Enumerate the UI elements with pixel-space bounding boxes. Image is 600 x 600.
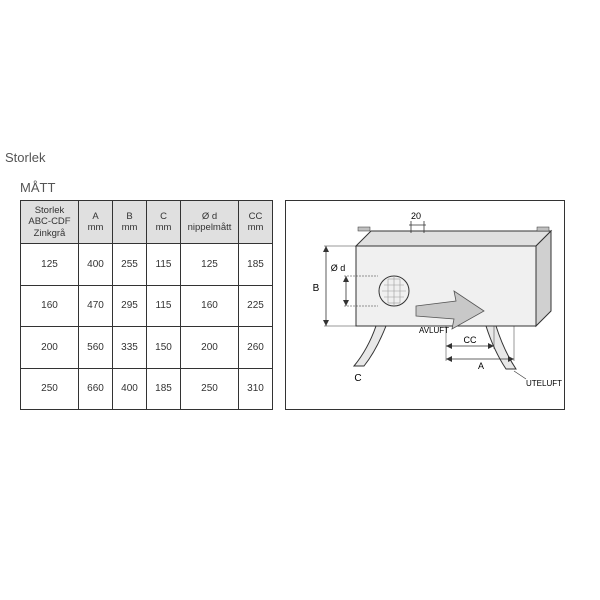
duct-left: [354, 326, 386, 366]
col-header-CC: CC mm: [239, 201, 273, 244]
table-body: 125 400 255 115 125 185 160 470 295 115 …: [21, 244, 273, 410]
content-row: Storlek ABC-CDF Zinkgrå A mm B mm C mm: [20, 200, 565, 410]
h: ABC-CDF: [28, 216, 70, 227]
cell: 295: [113, 285, 147, 326]
cell: 400: [113, 368, 147, 409]
cell: 250: [181, 368, 239, 409]
cell: 115: [147, 285, 181, 326]
label-avluft: AVLUFT: [419, 326, 449, 335]
cell: 660: [79, 368, 113, 409]
dim-arrow: [343, 276, 349, 282]
cell: 310: [239, 368, 273, 409]
dim-arrow: [323, 320, 329, 326]
h: mm: [156, 222, 172, 233]
table-row: 125 400 255 115 125 185: [21, 244, 273, 285]
cell: 185: [239, 244, 273, 285]
h: A: [92, 211, 98, 222]
label-C: C: [354, 373, 361, 384]
cell: 150: [147, 327, 181, 368]
box-top: [356, 231, 551, 246]
h: Zinkgrå: [34, 228, 66, 239]
h: B: [126, 211, 132, 222]
mount-tab: [358, 227, 370, 231]
h: nippelmått: [188, 222, 232, 233]
leader: [514, 371, 526, 379]
table-row: 160 470 295 115 160 225: [21, 285, 273, 326]
col-header-C: C mm: [147, 201, 181, 244]
dim-arrow: [343, 300, 349, 306]
cell: 400: [79, 244, 113, 285]
label-A: A: [478, 361, 484, 371]
diagram-svg: 20 Ø d B CC A C: [286, 201, 566, 411]
page-title: Storlek: [5, 150, 45, 165]
measurement-table: Storlek ABC-CDF Zinkgrå A mm B mm C mm: [20, 200, 273, 410]
cell: 335: [113, 327, 147, 368]
col-header-A: A mm: [79, 201, 113, 244]
cell: 225: [239, 285, 273, 326]
mount-tab: [537, 227, 549, 231]
cell: 260: [239, 327, 273, 368]
label-20: 20: [411, 211, 421, 221]
label-diameter: Ø d: [331, 263, 346, 273]
h: Ø d: [202, 211, 217, 222]
h: CC: [249, 211, 263, 222]
label-uteluft: UTELUFT: [526, 379, 562, 388]
cell: 200: [181, 327, 239, 368]
h: mm: [248, 222, 264, 233]
cell: 200: [21, 327, 79, 368]
cell: 115: [147, 244, 181, 285]
dim-arrow: [446, 356, 452, 362]
h: Storlek: [35, 205, 65, 216]
cell: 185: [147, 368, 181, 409]
cell: 560: [79, 327, 113, 368]
dim-arrow: [323, 246, 329, 252]
box-side: [536, 231, 551, 326]
section-title: MÅTT: [20, 180, 55, 195]
h: mm: [122, 222, 138, 233]
h: mm: [88, 222, 104, 233]
col-header-B: B mm: [113, 201, 147, 244]
cell: 125: [21, 244, 79, 285]
col-header-d: Ø d nippelmått: [181, 201, 239, 244]
cell: 470: [79, 285, 113, 326]
cell: 250: [21, 368, 79, 409]
diagram-container: 20 Ø d B CC A C: [285, 200, 565, 410]
h: C: [160, 211, 167, 222]
table-row: 250 660 400 185 250 310: [21, 368, 273, 409]
cell: 160: [21, 285, 79, 326]
label-CC: CC: [464, 335, 477, 345]
cell: 125: [181, 244, 239, 285]
table-row: 200 560 335 150 200 260: [21, 327, 273, 368]
cell: 255: [113, 244, 147, 285]
label-B: B: [313, 283, 320, 294]
col-header-size: Storlek ABC-CDF Zinkgrå: [21, 201, 79, 244]
dim-arrow: [446, 343, 452, 349]
cell: 160: [181, 285, 239, 326]
